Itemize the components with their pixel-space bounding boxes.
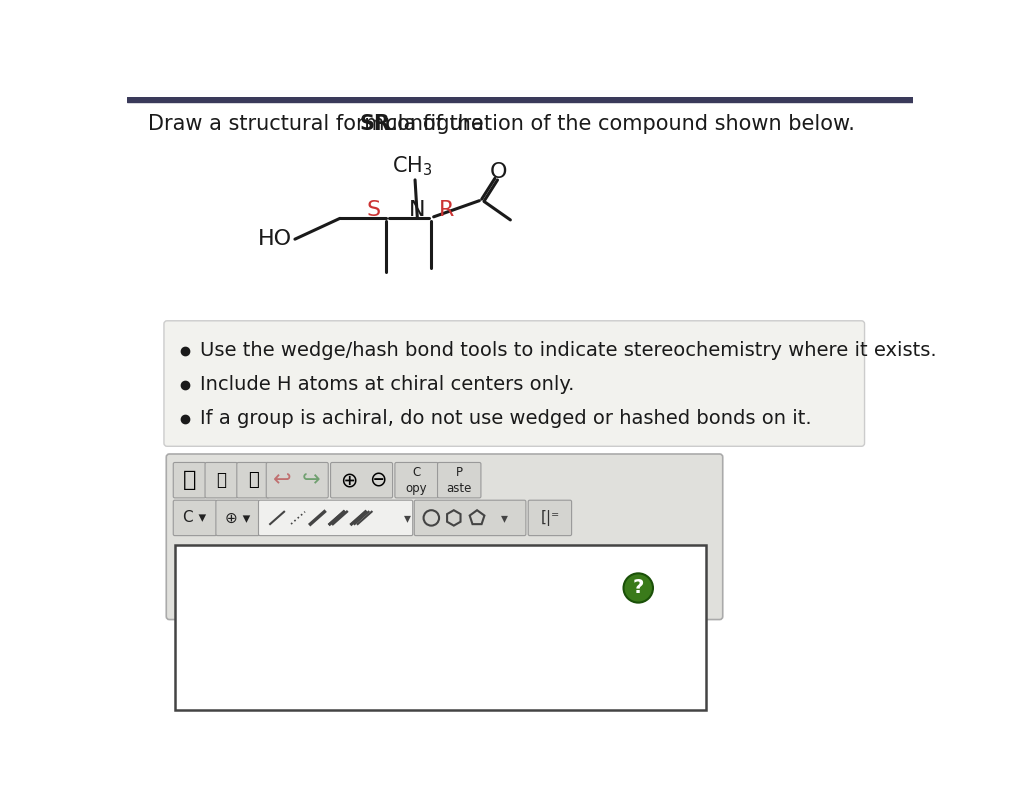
Text: 🏠: 🏠: [216, 472, 226, 489]
Text: [|⁼: [|⁼: [540, 510, 560, 526]
FancyBboxPatch shape: [164, 321, 865, 447]
FancyBboxPatch shape: [331, 463, 392, 498]
Text: configuration of the compound shown below.: configuration of the compound shown belo…: [378, 114, 855, 135]
Text: C ▾: C ▾: [184, 510, 207, 526]
Text: ⊖: ⊖: [369, 470, 386, 490]
Bar: [127, 97, 913, 102]
Text: Include H atoms at chiral centers only.: Include H atoms at chiral centers only.: [201, 376, 575, 394]
Text: ⊕: ⊕: [341, 470, 358, 490]
Text: SR: SR: [359, 114, 390, 135]
Text: HO: HO: [258, 229, 292, 249]
Text: ⊕ ▾: ⊕ ▾: [225, 510, 250, 526]
Text: 🖊: 🖊: [247, 472, 259, 489]
FancyBboxPatch shape: [437, 463, 481, 498]
Bar: [174, 545, 707, 710]
FancyBboxPatch shape: [415, 501, 526, 536]
Text: ?: ?: [633, 579, 644, 597]
Text: ✋: ✋: [183, 470, 197, 490]
Circle shape: [624, 573, 653, 603]
FancyBboxPatch shape: [173, 463, 206, 498]
Text: C
opy: C opy: [406, 466, 428, 495]
FancyBboxPatch shape: [394, 463, 438, 498]
Text: Draw a structural formula of the: Draw a structural formula of the: [148, 114, 491, 135]
FancyBboxPatch shape: [237, 463, 270, 498]
Text: O: O: [490, 162, 507, 182]
Text: P
aste: P aste: [446, 466, 472, 495]
Text: ↪: ↪: [302, 470, 320, 490]
FancyBboxPatch shape: [173, 501, 217, 536]
Text: N: N: [409, 200, 426, 220]
FancyBboxPatch shape: [259, 501, 413, 536]
FancyBboxPatch shape: [528, 501, 572, 536]
Text: R: R: [439, 200, 454, 220]
Text: Use the wedge/hash bond tools to indicate stereochemistry where it exists.: Use the wedge/hash bond tools to indicat…: [201, 341, 937, 360]
Text: ▾: ▾: [404, 511, 411, 525]
FancyBboxPatch shape: [267, 463, 329, 498]
Text: ↩: ↩: [273, 470, 292, 490]
Text: S: S: [366, 200, 380, 220]
FancyBboxPatch shape: [205, 463, 237, 498]
Text: If a group is achiral, do not use wedged or hashed bonds on it.: If a group is achiral, do not use wedged…: [201, 409, 812, 428]
FancyBboxPatch shape: [216, 501, 260, 536]
Text: ▾: ▾: [501, 511, 508, 525]
Text: CH$_3$: CH$_3$: [391, 154, 432, 178]
FancyBboxPatch shape: [166, 454, 723, 620]
